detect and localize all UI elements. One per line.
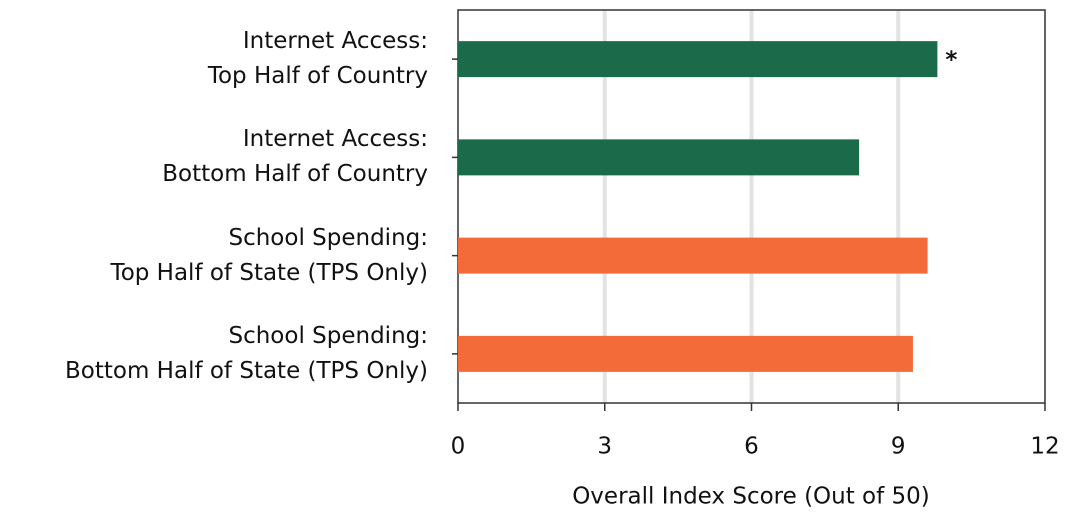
bar <box>458 335 913 372</box>
y-tick-label: School Spending: Bottom Half of State (T… <box>65 322 428 384</box>
marker-label: * <box>945 48 957 74</box>
x-tick-label: 9 <box>891 434 906 460</box>
x-tick-label: 3 <box>597 434 612 460</box>
plot-frame <box>457 9 1046 404</box>
bar <box>458 237 928 274</box>
y-tick-label: Internet Access: Top Half of Country <box>207 28 428 90</box>
x-tick-label: 12 <box>1030 434 1059 460</box>
bar <box>458 139 860 176</box>
x-tick-label: 0 <box>451 434 466 460</box>
x-axis-label: Overall Index Score (Out of 50) <box>572 484 930 510</box>
x-tick-label: 6 <box>744 434 759 460</box>
y-tick-label: School Spending: Top Half of State (TPS … <box>110 224 428 286</box>
bar <box>458 41 938 78</box>
y-tick-label: Internet Access: Bottom Half of Country <box>162 126 428 188</box>
